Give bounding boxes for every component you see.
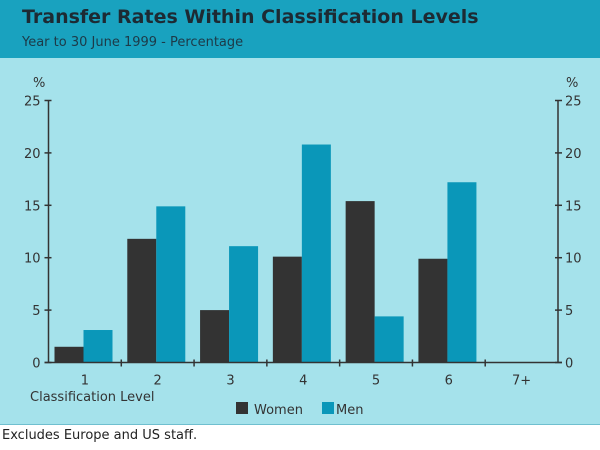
bar-women-2 <box>127 238 157 363</box>
bar-men-5 <box>374 316 404 363</box>
chart-subtitle: Year to 30 June 1999 - Percentage <box>22 35 244 50</box>
right-y-tick-label: 5 <box>565 304 573 319</box>
x-tick-label: 2 <box>154 374 162 389</box>
x-tick-label: 5 <box>372 374 380 389</box>
bar-women-1 <box>54 346 84 363</box>
right-y-tick-label: 15 <box>565 199 582 214</box>
legend-swatch-women <box>236 402 248 414</box>
bar-women-4 <box>272 256 302 363</box>
right-axis-unit: % <box>566 76 578 91</box>
right-y-tick-label: 10 <box>565 252 582 267</box>
left-y-tick-label: 0 <box>32 357 40 372</box>
bar-women-6 <box>418 258 448 363</box>
left-y-tick-label: 5 <box>32 304 40 319</box>
bar-women-5 <box>345 201 375 363</box>
bar-women-3 <box>200 310 230 363</box>
bar-men-1 <box>83 330 113 363</box>
left-y-tick-label: 25 <box>24 95 41 110</box>
x-tick-label: 1 <box>81 374 89 389</box>
right-y-tick-label: 20 <box>565 147 582 162</box>
left-y-tick-label: 10 <box>24 252 41 267</box>
footnote: Excludes Europe and US staff. <box>2 428 198 443</box>
right-y-tick-label: 0 <box>565 357 573 372</box>
x-tick-label: 3 <box>226 374 234 389</box>
x-tick-label: 6 <box>445 374 453 389</box>
chart-header: Transfer Rates Within Classification Lev… <box>0 0 600 58</box>
bar-men-4 <box>301 144 331 363</box>
chart-panel <box>0 58 600 425</box>
bar-men-2 <box>156 206 186 363</box>
bar-men-6 <box>447 182 477 363</box>
left-axis-unit: % <box>33 76 45 91</box>
left-y-tick-label: 20 <box>24 147 41 162</box>
legend-label-women: Women <box>254 403 303 418</box>
legend-label-men: Men <box>336 403 363 418</box>
x-tick-label: 4 <box>299 374 307 389</box>
legend-swatch-men <box>322 402 334 414</box>
left-y-tick-label: 15 <box>24 199 41 214</box>
x-tick-label: 7+ <box>512 374 531 389</box>
chart-title: Transfer Rates Within Classification Lev… <box>22 6 479 28</box>
bar-men-3 <box>229 246 259 363</box>
x-axis-label: Classification Level <box>30 390 154 405</box>
right-y-tick-label: 25 <box>565 95 582 110</box>
